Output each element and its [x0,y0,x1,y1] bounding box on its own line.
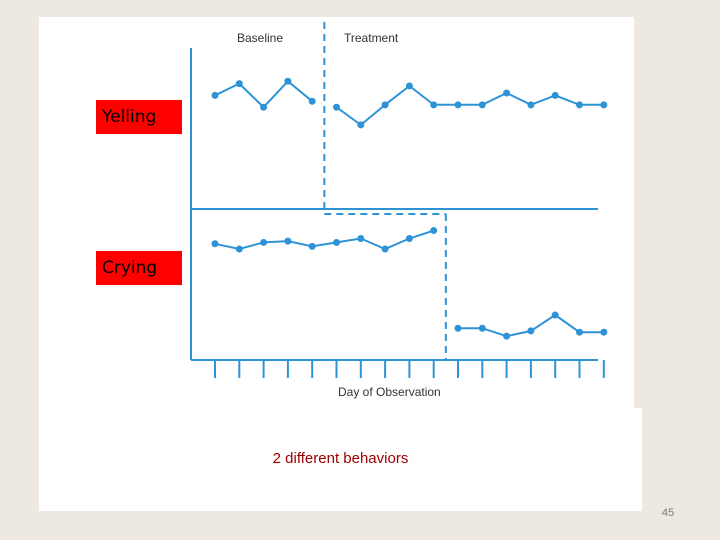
point-crying-day-16 [576,328,583,336]
point-crying-day-13 [503,332,511,340]
point-crying-day-9 [405,234,413,242]
point-crying-day-15 [551,311,559,319]
point-yelling-day-9 [405,82,413,90]
x-axis-ticks [214,360,605,378]
point-crying-day-14 [527,327,535,335]
panel-label-crying: Crying [96,251,182,285]
point-yelling-day-3 [260,103,268,111]
point-crying-day-10 [430,227,438,235]
data-series [211,77,608,340]
point-crying-day-6 [333,238,340,246]
point-crying-day-8 [381,245,389,253]
caption-panel: 2 different behaviors [39,408,642,511]
point-crying-day-7 [357,234,365,242]
point-crying-day-5 [308,242,316,250]
point-yelling-day-11 [454,101,462,109]
point-yelling-day-10 [430,101,438,109]
point-crying-day-12 [478,324,486,332]
phase-label-baseline: Baseline [237,31,283,45]
point-yelling-day-2 [235,80,243,88]
point-crying-day-17 [600,328,608,336]
series-line-crying-baseline [214,229,435,251]
phase-change-lines [323,22,447,360]
point-yelling-day-17 [600,101,608,109]
point-yelling-day-5 [308,97,316,105]
point-yelling-day-1 [211,91,219,99]
point-yelling-day-4 [284,77,292,85]
point-crying-day-4 [284,237,292,245]
point-yelling-day-16 [576,101,583,109]
panel-label-yelling: Yelling [96,100,182,134]
point-yelling-day-13 [503,89,511,97]
point-crying-day-3 [260,238,268,246]
point-crying-day-2 [235,245,243,253]
point-yelling-day-8 [381,101,389,109]
x-axis-title: Day of Observation [338,385,441,399]
point-yelling-day-15 [551,91,559,99]
caption: 2 different behaviors [272,450,409,467]
point-yelling-day-6 [333,103,340,111]
series-line-yelling-treatment [335,84,604,127]
point-crying-day-1 [211,240,219,248]
point-yelling-day-12 [478,101,486,109]
point-yelling-day-14 [527,101,535,109]
phase-label-treatment: Treatment [344,31,399,45]
series-line-yelling-baseline [214,79,313,109]
point-crying-day-11 [454,324,462,332]
point-yelling-day-7 [357,121,365,129]
page-number: 45 [661,507,675,519]
